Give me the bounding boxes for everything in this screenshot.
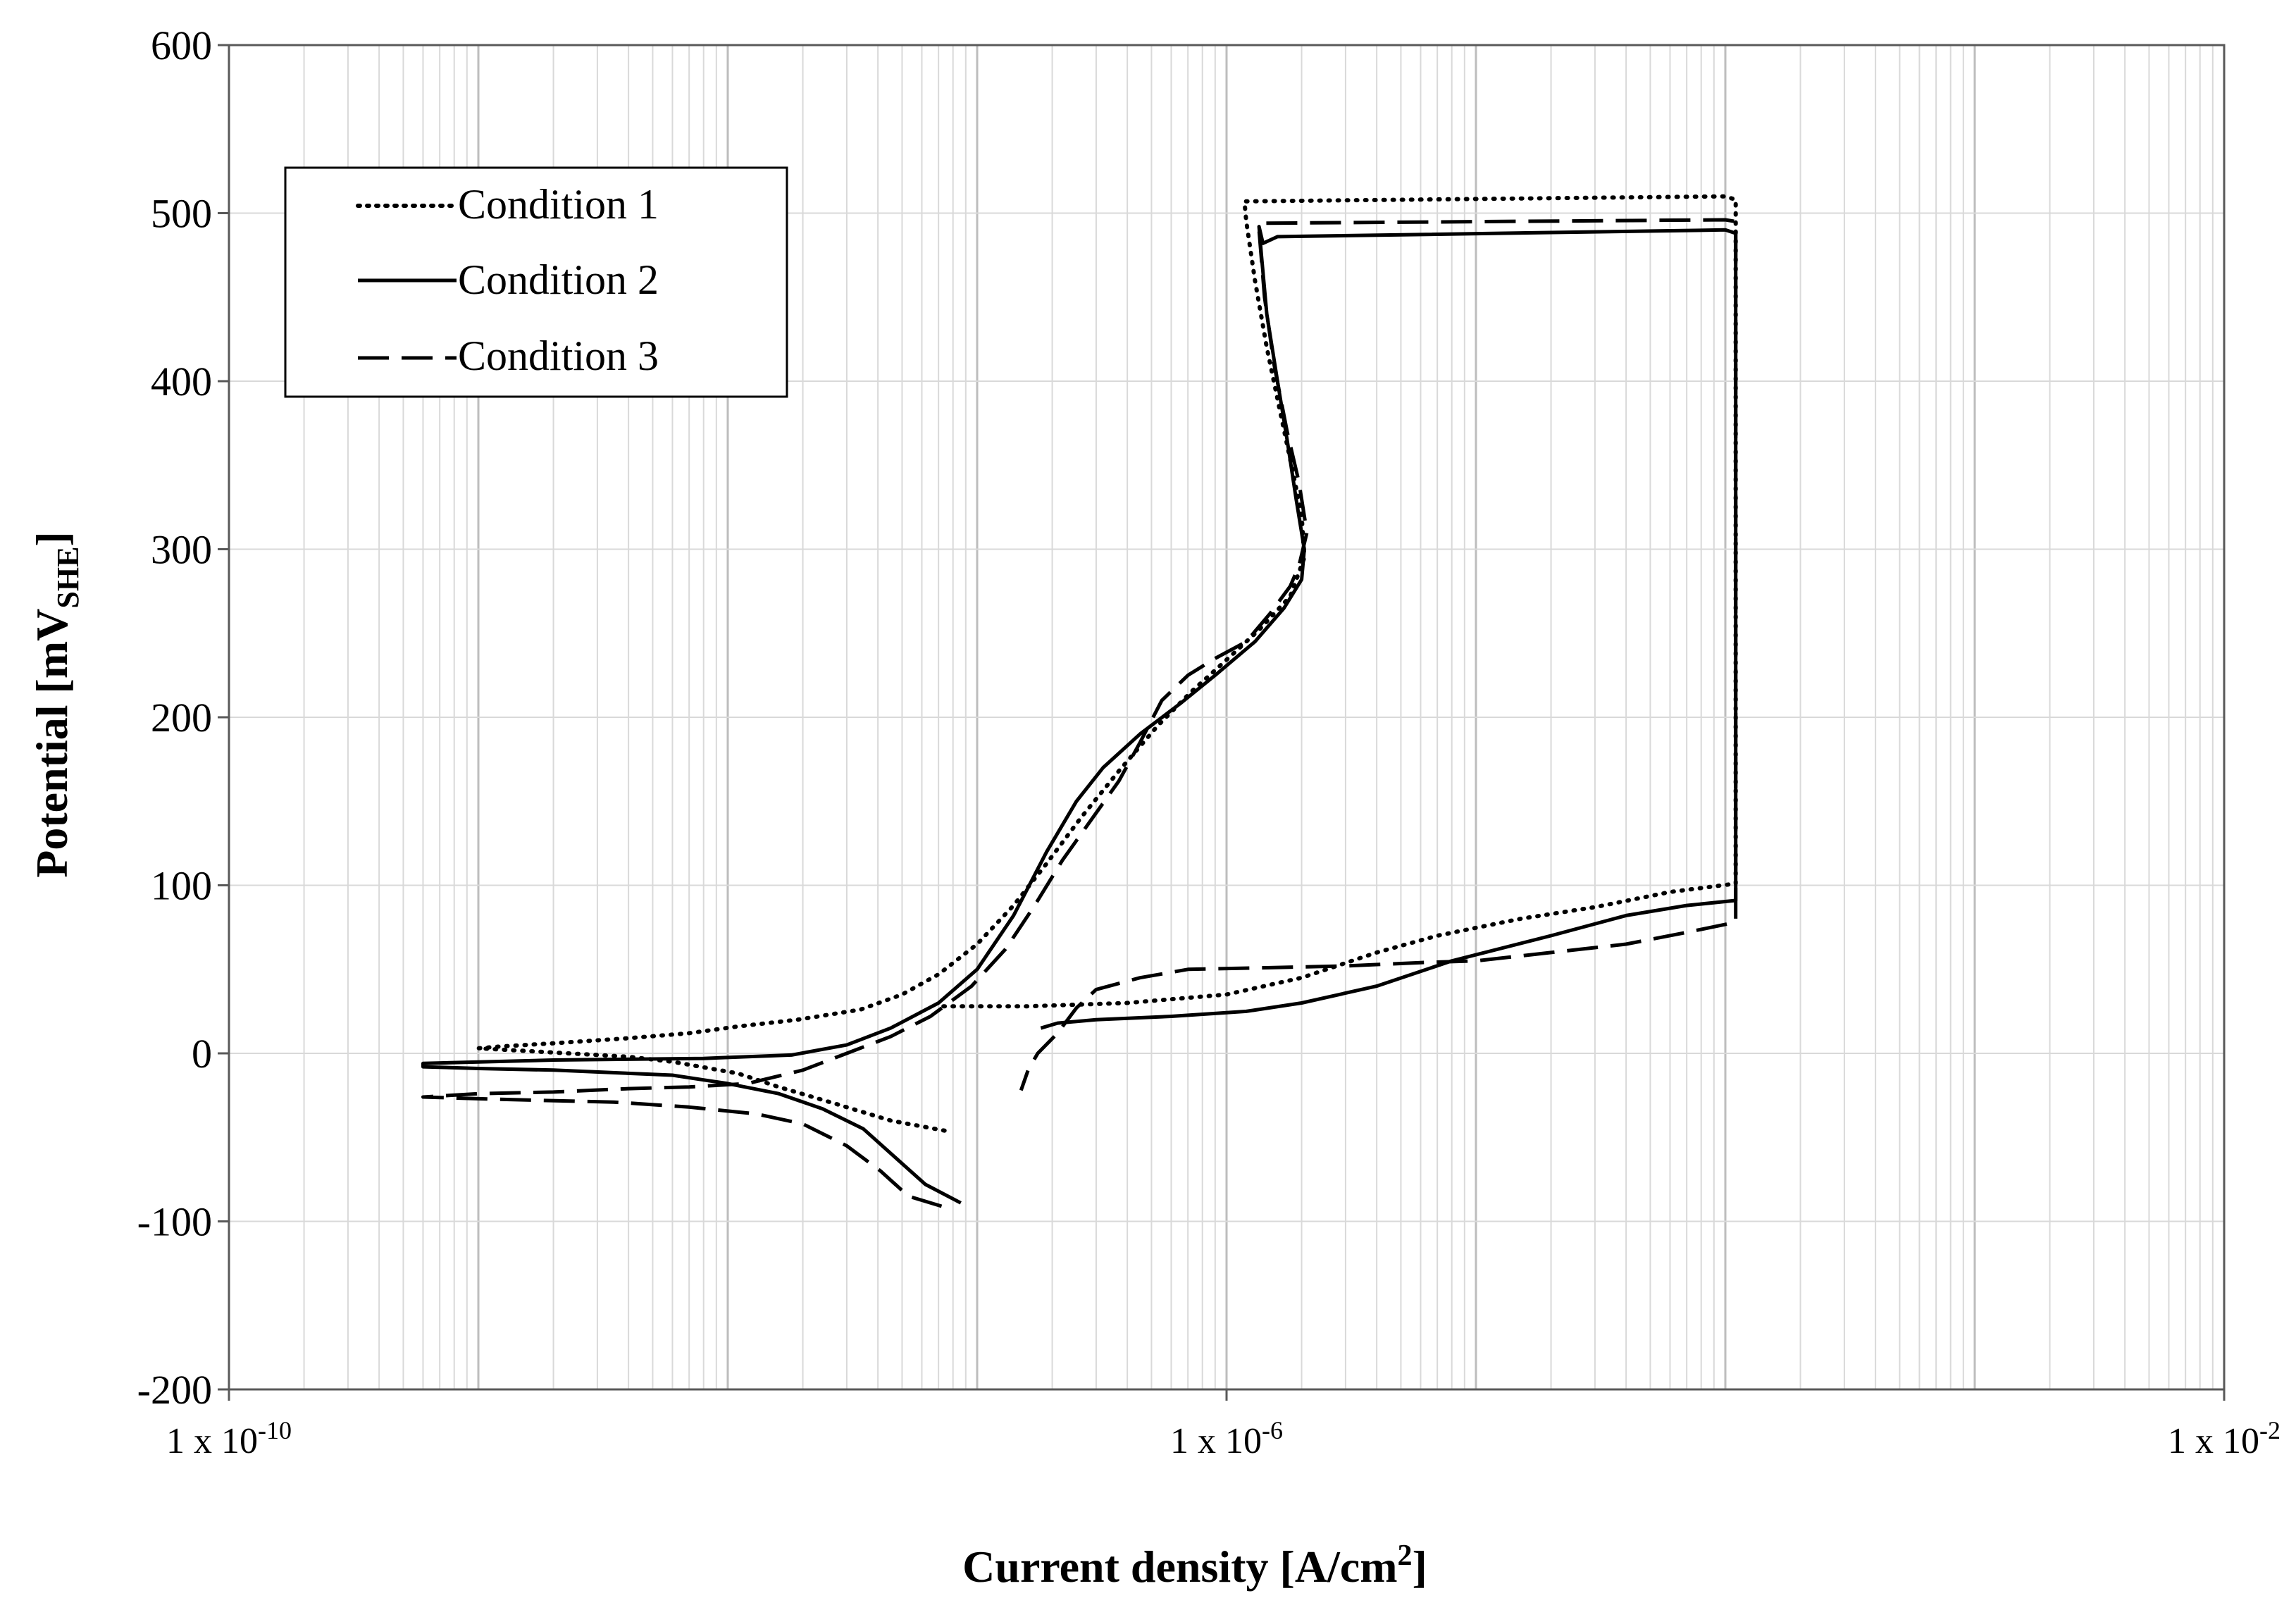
y-tick-label: 300 — [151, 527, 212, 573]
y-tick-label: -200 — [137, 1367, 212, 1413]
y-tick-labels: -200 -100 0 100 200 300 400 500 600 — [137, 23, 229, 1413]
series-line-condition-2 — [421, 225, 1738, 1205]
x-tick-labels: 1 x 10-10 1 x 10-6 1 x 10-2 — [166, 1389, 2281, 1461]
legend-item-condition-1: Condition 1 — [356, 181, 659, 228]
legend: Condition 1 Condition 2 Condition 3 — [284, 166, 788, 398]
y-tick-label: 500 — [151, 191, 212, 237]
y-tick-label: 600 — [151, 23, 212, 68]
legend-item-condition-2: Condition 2 — [358, 256, 659, 303]
x-tick-label: 1 x 10-2 — [2168, 1416, 2281, 1461]
y-tick-label: 100 — [151, 863, 212, 909]
x-tick-label: 1 x 10-6 — [1170, 1416, 1283, 1461]
y-axis-title: Potential [mVSHE] — [27, 531, 85, 877]
series-layer — [421, 194, 1738, 1208]
y-tick-label: 0 — [192, 1031, 212, 1077]
x-tick-label: 1 x 10-10 — [166, 1416, 292, 1461]
y-tick-label: 400 — [151, 359, 212, 404]
y-tick-label: 200 — [151, 695, 212, 741]
legend-label-condition-1: Condition 1 — [458, 181, 659, 228]
legend-item-condition-3: Condition 3 — [358, 333, 659, 379]
x-axis-title: Current density [A/cm2] — [962, 1539, 1427, 1592]
legend-label-condition-3: Condition 3 — [458, 333, 659, 379]
y-tick-label: -100 — [137, 1199, 212, 1245]
series-line-condition-3 — [421, 218, 1738, 1208]
series-line-condition-1 — [476, 194, 1738, 1133]
legend-label-condition-2: Condition 2 — [458, 256, 659, 303]
